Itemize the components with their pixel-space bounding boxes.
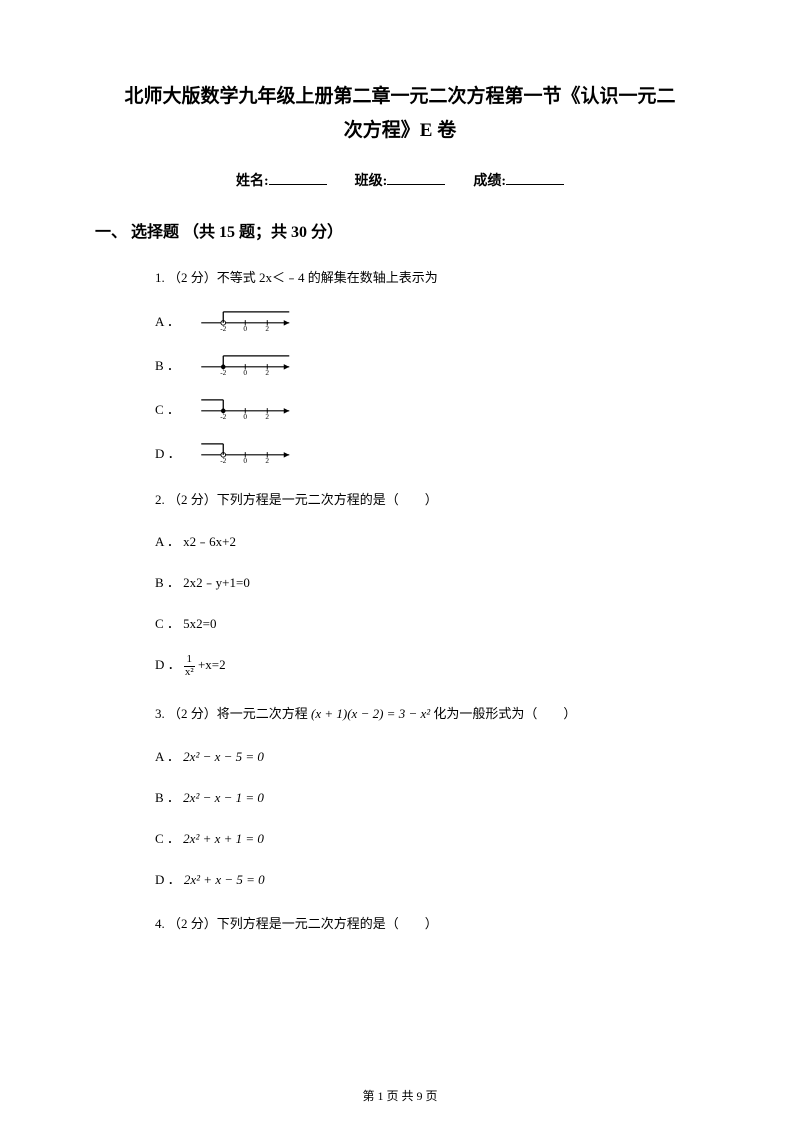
q3-optC-letter: C ． <box>155 831 180 846</box>
q1-optD-numline: -2 0 2 <box>193 442 303 464</box>
q1-optA-numline: -2 0 2 <box>193 310 303 332</box>
q3-stem-prefix: 3. （2 分）将一元二次方程 <box>155 706 311 721</box>
svg-text:2: 2 <box>265 456 269 464</box>
q2-option-b: B ． 2x2﹣y+1=0 <box>155 572 705 591</box>
score-blank[interactable] <box>506 171 564 185</box>
q1-optD-letter: D ． <box>155 443 183 462</box>
name-blank[interactable] <box>269 171 327 185</box>
q1-optB-numline: -2 0 2 <box>193 354 303 376</box>
q3-optA-eq: 2x² − x − 5 = 0 <box>183 749 264 764</box>
svg-text:2: 2 <box>265 324 269 332</box>
svg-text:-2: -2 <box>220 368 226 376</box>
q1-optC-letter: C ． <box>155 399 183 418</box>
page-title-line1: 北师大版数学九年级上册第二章一元二次方程第一节《认识一元二 <box>95 80 705 114</box>
q3-optB-eq: 2x² − x − 1 = 0 <box>183 790 264 805</box>
score-label: 成绩: <box>473 174 506 189</box>
q4-stem: 4. （2 分）下列方程是一元二次方程的是（ ） <box>155 914 705 934</box>
svg-text:0: 0 <box>243 456 247 464</box>
svg-text:2: 2 <box>265 368 269 376</box>
q3-optD-eq: 2x² + x − 5 = 0 <box>184 872 265 887</box>
svg-text:0: 0 <box>243 324 247 332</box>
q3-option-c: C ． 2x² + x + 1 = 0 <box>155 828 705 847</box>
q1-option-b: B ． -2 0 2 <box>155 354 705 376</box>
student-meta-line: 姓名: 班级: 成绩: <box>95 170 705 190</box>
q3-optA-letter: A ． <box>155 749 180 764</box>
q2-option-c: C ． 5x2=0 <box>155 613 705 632</box>
svg-text:-2: -2 <box>220 412 226 420</box>
q2-option-a: A ． x2﹣6x+2 <box>155 531 705 550</box>
page-footer: 第 1 页 共 9 页 <box>0 1087 800 1104</box>
q1-option-a: A ． -2 0 2 <box>155 310 705 332</box>
q3-optB-letter: B ． <box>155 790 180 805</box>
page-title-line2: 次方程》E 卷 <box>95 114 705 148</box>
q2-optD-fraction: 1 x² <box>184 654 195 678</box>
svg-text:0: 0 <box>243 412 247 420</box>
q1-option-c: C ． -2 0 2 <box>155 398 705 420</box>
q2-option-d: D ． 1 x² +x=2 <box>155 654 705 678</box>
q1-optA-letter: A ． <box>155 311 183 330</box>
q3-option-a: A ． 2x² − x − 5 = 0 <box>155 746 705 765</box>
q2-optD-frac-bot: x² <box>184 667 195 679</box>
class-label: 班级: <box>355 174 388 189</box>
q3-optD-letter: D ． <box>155 872 181 887</box>
q1-optB-letter: B ． <box>155 355 183 374</box>
q3-option-b: B ． 2x² − x − 1 = 0 <box>155 787 705 806</box>
name-label: 姓名: <box>236 174 269 189</box>
q1-stem: 1. （2 分）不等式 2x＜﹣4 的解集在数轴上表示为 <box>155 268 705 288</box>
svg-text:0: 0 <box>243 368 247 376</box>
q3-option-d: D ． 2x² + x − 5 = 0 <box>155 869 705 888</box>
svg-text:2: 2 <box>265 412 269 420</box>
class-blank[interactable] <box>387 171 445 185</box>
q3-stem-suffix: 化为一般形式为（ ） <box>430 706 576 721</box>
q2-optD-suffix: +x=2 <box>198 657 226 672</box>
q3-stem: 3. （2 分）将一元二次方程 (x + 1)(x − 2) = 3 − x² … <box>155 704 705 724</box>
q3-optC-eq: 2x² + x + 1 = 0 <box>183 831 264 846</box>
q1-option-d: D ． -2 0 2 <box>155 442 705 464</box>
q2-stem: 2. （2 分）下列方程是一元二次方程的是（ ） <box>155 490 705 510</box>
q1-optC-numline: -2 0 2 <box>193 398 303 420</box>
q2-optD-prefix: D ． <box>155 657 181 672</box>
question-block: 1. （2 分）不等式 2x＜﹣4 的解集在数轴上表示为 A ． -2 0 2 … <box>95 268 705 933</box>
section-1-heading: 一、 选择题 （共 15 题；共 30 分） <box>95 218 705 242</box>
q3-stem-eq: (x + 1)(x − 2) = 3 − x² <box>311 706 430 721</box>
